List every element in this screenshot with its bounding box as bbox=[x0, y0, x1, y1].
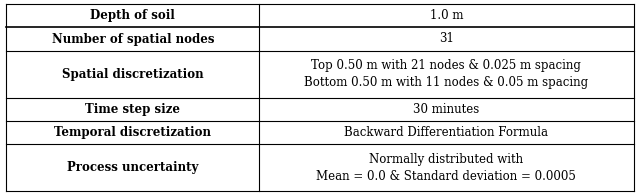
Text: Top 0.50 m with 21 nodes & 0.025 m spacing
Bottom 0.50 m with 11 nodes & 0.05 m : Top 0.50 m with 21 nodes & 0.025 m spaci… bbox=[305, 59, 588, 89]
Text: 31: 31 bbox=[439, 33, 454, 45]
Text: Temporal discretization: Temporal discretization bbox=[54, 126, 211, 139]
Text: Spatial discretization: Spatial discretization bbox=[62, 68, 204, 81]
Text: Process uncertainty: Process uncertainty bbox=[67, 161, 198, 174]
Text: 1.0 m: 1.0 m bbox=[429, 9, 463, 22]
Text: Number of spatial nodes: Number of spatial nodes bbox=[52, 33, 214, 45]
Text: Backward Differentiation Formula: Backward Differentiation Formula bbox=[344, 126, 548, 139]
Text: Time step size: Time step size bbox=[85, 103, 180, 116]
Text: Depth of soil: Depth of soil bbox=[90, 9, 175, 22]
Text: 30 minutes: 30 minutes bbox=[413, 103, 479, 116]
Text: Normally distributed with
Mean = 0.0 & Standard deviation = 0.0005: Normally distributed with Mean = 0.0 & S… bbox=[316, 153, 577, 183]
